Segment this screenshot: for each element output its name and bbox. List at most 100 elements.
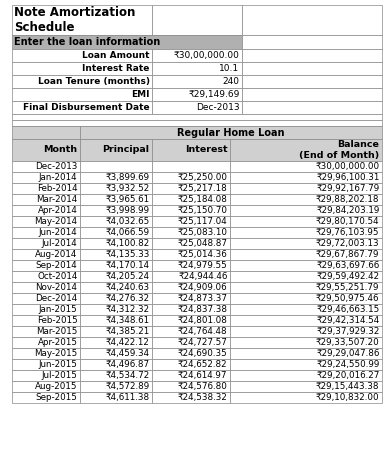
Bar: [152, 249, 230, 260]
Bar: [152, 205, 230, 216]
Bar: [12, 315, 80, 326]
Bar: [152, 172, 230, 183]
Text: ₹29,80,170.54: ₹29,80,170.54: [316, 217, 379, 226]
Bar: [12, 88, 152, 101]
Bar: [230, 381, 382, 392]
Bar: [80, 205, 152, 216]
Bar: [80, 216, 152, 227]
Bar: [80, 126, 382, 139]
Bar: [12, 205, 80, 216]
Text: ₹29,88,202.18: ₹29,88,202.18: [316, 195, 379, 204]
Text: Enter the loan information: Enter the loan information: [14, 37, 161, 47]
Text: Jan-2014: Jan-2014: [39, 173, 78, 182]
Bar: [242, 49, 382, 62]
Text: Month: Month: [43, 145, 78, 154]
Text: ₹29,24,550.99: ₹29,24,550.99: [316, 360, 379, 369]
Text: ₹25,014.36: ₹25,014.36: [178, 250, 227, 259]
Text: ₹25,083.10: ₹25,083.10: [177, 228, 227, 237]
Text: ₹4,170.14: ₹4,170.14: [105, 261, 149, 270]
Text: ₹24,909.06: ₹24,909.06: [178, 283, 227, 292]
Bar: [12, 75, 152, 88]
Bar: [242, 101, 382, 114]
Text: Jun-2014: Jun-2014: [39, 228, 78, 237]
Text: ₹29,15,443.38: ₹29,15,443.38: [316, 382, 379, 391]
Text: ₹24,979.55: ₹24,979.55: [178, 261, 227, 270]
Bar: [12, 183, 80, 194]
Bar: [152, 271, 230, 282]
Text: ₹25,048.87: ₹25,048.87: [177, 239, 227, 248]
Text: ₹4,496.87: ₹4,496.87: [105, 360, 149, 369]
Bar: [152, 75, 242, 88]
Bar: [12, 216, 80, 227]
Text: ₹4,100.82: ₹4,100.82: [105, 239, 149, 248]
Text: ₹4,240.63: ₹4,240.63: [105, 283, 149, 292]
Text: ₹29,29,047.86: ₹29,29,047.86: [316, 349, 379, 358]
Bar: [242, 88, 382, 101]
Bar: [80, 172, 152, 183]
Bar: [242, 62, 382, 75]
Bar: [230, 205, 382, 216]
Text: 10.1: 10.1: [219, 64, 239, 73]
Bar: [80, 348, 152, 359]
Bar: [230, 161, 382, 172]
Bar: [80, 238, 152, 249]
Text: Mar-2015: Mar-2015: [36, 327, 78, 336]
Text: Dec-2014: Dec-2014: [35, 294, 78, 303]
Bar: [230, 326, 382, 337]
Bar: [12, 271, 80, 282]
Text: ₹24,652.82: ₹24,652.82: [178, 360, 227, 369]
Bar: [152, 62, 242, 75]
Bar: [230, 172, 382, 183]
Bar: [12, 35, 242, 49]
Bar: [80, 337, 152, 348]
Text: Dec-2013: Dec-2013: [35, 162, 78, 171]
Bar: [152, 161, 230, 172]
Bar: [80, 260, 152, 271]
Bar: [152, 315, 230, 326]
Bar: [152, 370, 230, 381]
Text: ₹29,76,103.95: ₹29,76,103.95: [316, 228, 379, 237]
Text: ₹24,727.57: ₹24,727.57: [177, 338, 227, 347]
Bar: [80, 315, 152, 326]
Text: ₹30,00,000.00: ₹30,00,000.00: [316, 162, 379, 171]
Bar: [80, 293, 152, 304]
Text: ₹29,149.69: ₹29,149.69: [188, 90, 239, 99]
Text: ₹29,72,003.13: ₹29,72,003.13: [316, 239, 379, 248]
Text: ₹24,614.97: ₹24,614.97: [178, 371, 227, 380]
Text: ₹24,873.37: ₹24,873.37: [177, 294, 227, 303]
Text: ₹4,276.32: ₹4,276.32: [105, 294, 149, 303]
Bar: [230, 260, 382, 271]
Text: ₹29,55,251.79: ₹29,55,251.79: [316, 283, 379, 292]
Text: Note Amortization
Schedule: Note Amortization Schedule: [14, 6, 136, 34]
Bar: [80, 304, 152, 315]
Bar: [152, 227, 230, 238]
Text: ₹4,066.59: ₹4,066.59: [105, 228, 149, 237]
Bar: [12, 392, 80, 403]
Bar: [230, 249, 382, 260]
Bar: [12, 293, 80, 304]
Text: ₹3,899.69: ₹3,899.69: [105, 173, 149, 182]
Bar: [152, 304, 230, 315]
Bar: [12, 172, 80, 183]
Text: ₹30,00,000.00: ₹30,00,000.00: [174, 51, 239, 60]
Text: ₹4,032.65: ₹4,032.65: [105, 217, 149, 226]
Bar: [80, 271, 152, 282]
Bar: [80, 326, 152, 337]
Text: Nov-2014: Nov-2014: [35, 283, 78, 292]
Bar: [230, 139, 382, 161]
Bar: [152, 139, 230, 161]
Bar: [152, 282, 230, 293]
Text: ₹29,67,867.79: ₹29,67,867.79: [316, 250, 379, 259]
Text: ₹4,611.38: ₹4,611.38: [105, 393, 149, 402]
Bar: [230, 348, 382, 359]
Bar: [230, 293, 382, 304]
Text: ₹29,63,697.66: ₹29,63,697.66: [316, 261, 379, 270]
Bar: [242, 75, 382, 88]
Text: ₹4,459.34: ₹4,459.34: [105, 349, 149, 358]
Text: Regular Home Loan: Regular Home Loan: [177, 127, 285, 137]
Text: ₹4,135.33: ₹4,135.33: [105, 250, 149, 259]
Text: ₹4,385.21: ₹4,385.21: [105, 327, 149, 336]
Bar: [80, 359, 152, 370]
Text: ₹4,348.61: ₹4,348.61: [105, 316, 149, 325]
Bar: [242, 5, 382, 35]
